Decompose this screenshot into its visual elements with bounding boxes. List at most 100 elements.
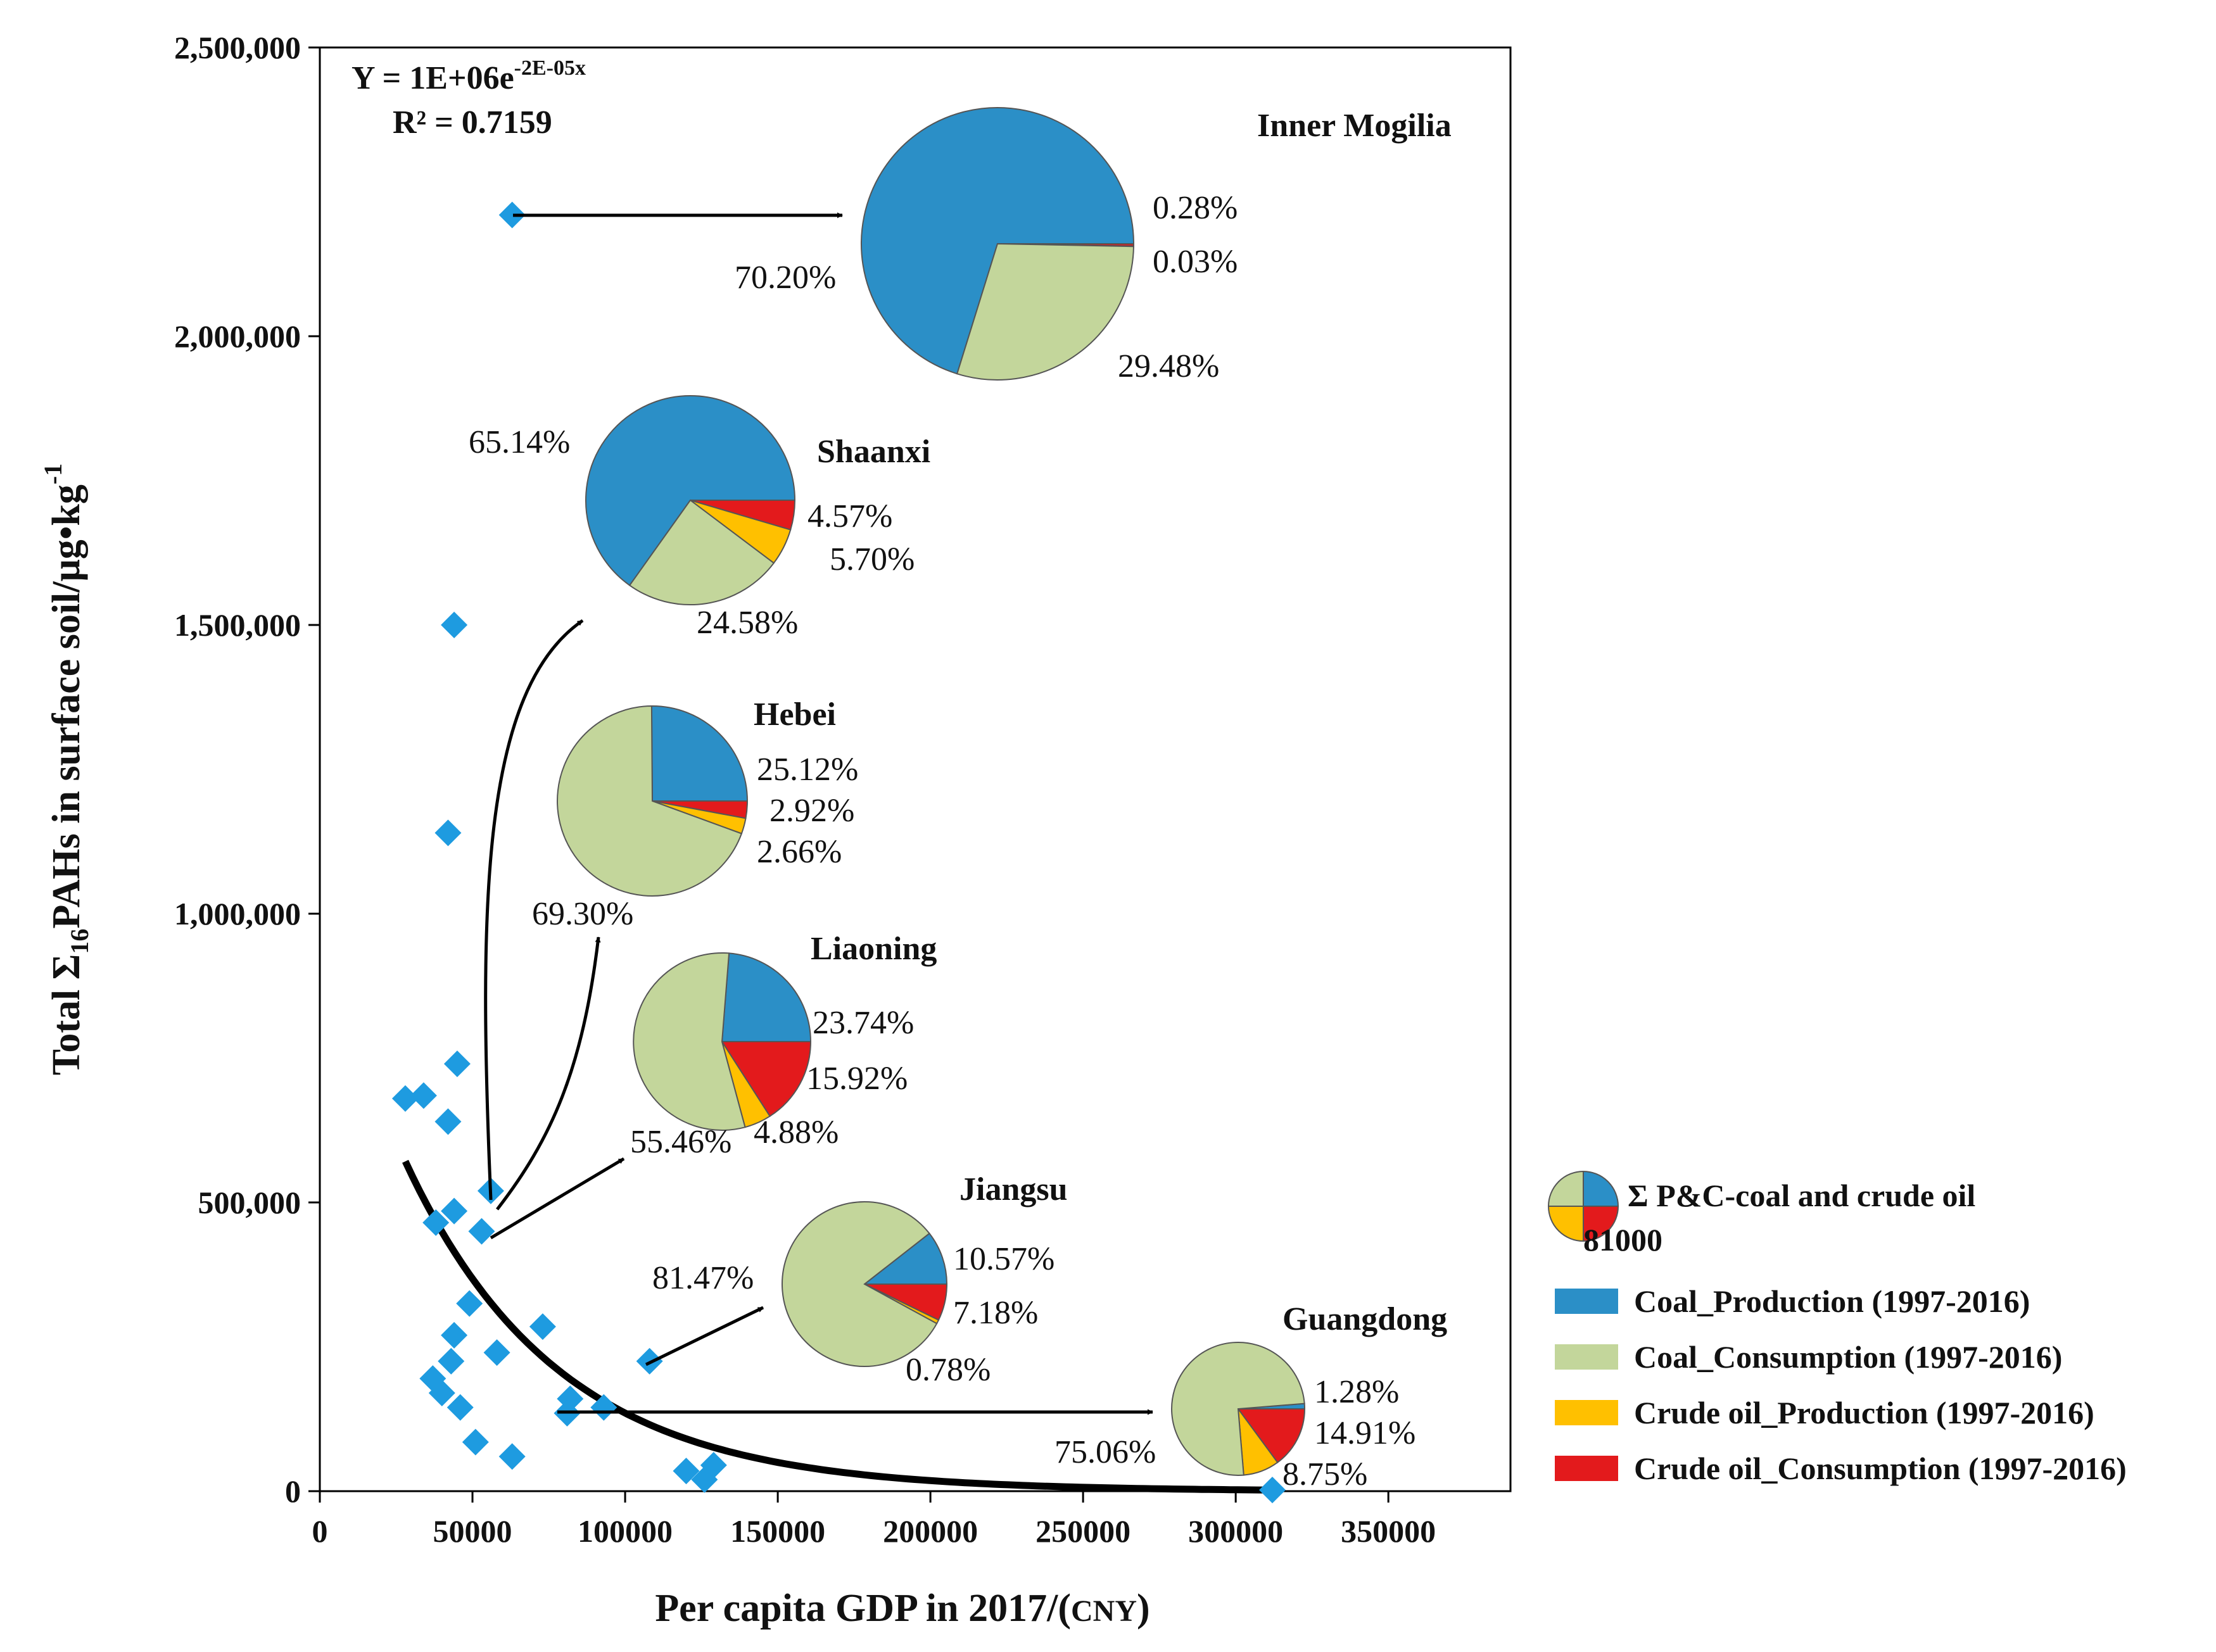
pie-slice: [721, 1041, 812, 1118]
x-axis-title: Per capita GDP in 2017/(CNY): [655, 1587, 1149, 1630]
y-tick-label: 500,000: [198, 1185, 301, 1220]
pie-percent-label: 24.58%: [697, 605, 798, 641]
x-tick-label: 0: [312, 1513, 328, 1549]
pie-slice: [557, 705, 743, 897]
pie-hebei: Hebei 25.12% 69.30% 2.66% 2.92%: [532, 697, 858, 932]
x-tick-label: 150000: [730, 1513, 825, 1549]
data-point: [428, 1379, 455, 1406]
data-point: [434, 819, 462, 847]
pie-inner-mogilia: Inner Mogilia 70.20% 29.48% 0.03% 0.28%: [735, 107, 1452, 384]
data-point: [590, 1394, 617, 1421]
connector-arrow: [645, 1306, 764, 1366]
data-point: [529, 1313, 556, 1340]
legend-swatch: [1555, 1400, 1618, 1425]
pie-percent-label: 0.03%: [1153, 244, 1238, 280]
pie-percent-label: 15.92%: [806, 1061, 908, 1097]
data-point: [498, 201, 526, 229]
legend-label: Coal_Consumption (1997-2016): [1634, 1339, 2062, 1375]
x-tick-label: 50000: [433, 1513, 512, 1549]
pie-title: Shaanxi: [817, 434, 930, 470]
x-tick-label: 100000: [578, 1513, 673, 1549]
pie-percent-label: 4.88%: [754, 1114, 839, 1151]
plot-frame: [319, 46, 1512, 1492]
pie-title: Guangdong: [1282, 1301, 1447, 1337]
x-tick-label: 350000: [1341, 1513, 1436, 1549]
pie-slice: [628, 499, 775, 605]
pie-slice: [650, 705, 749, 802]
pie-title: Jiangsu: [959, 1171, 1068, 1207]
r-squared: R² = 0.7159: [393, 104, 552, 141]
pie-slice: [956, 243, 1135, 381]
legend-summary-icon-slice: [1547, 1206, 1584, 1242]
legend-label: Coal_Production (1997-2016): [1634, 1283, 2030, 1319]
connector-arrows: [484, 212, 1153, 1415]
legend-label: Crude oil_Consumption (1997-2016): [1634, 1451, 2127, 1486]
pie-slice: [633, 952, 746, 1131]
pie-percent-label: 2.92%: [769, 793, 854, 829]
data-point: [410, 1082, 437, 1109]
data-point: [483, 1339, 510, 1366]
pie-percent-label: 10.57%: [953, 1241, 1054, 1277]
pie-percent-label: 25.12%: [757, 752, 858, 788]
y-tick-label: 1,500,000: [174, 607, 301, 643]
legend-summary-line1: Σ P&C-coal and crude oil: [1628, 1178, 1975, 1213]
pie-percent-label: 0.78%: [906, 1352, 991, 1388]
data-point: [434, 1108, 462, 1135]
data-point: [441, 1197, 468, 1225]
fit-curve: [402, 1159, 1267, 1494]
pie-shaanxi: Shaanxi 65.14% 24.58% 5.70% 4.57%: [469, 395, 930, 641]
pie-percent-label: 0.28%: [1153, 190, 1238, 226]
y-tick-label: 1,000,000: [174, 896, 301, 931]
legend: Σ P&C-coal and crude oil 81000 Coal_Produc…: [1547, 1170, 2127, 1486]
connector-arrow: [490, 1157, 625, 1240]
pie-slice: [721, 952, 812, 1042]
pie-slice: [1171, 1342, 1305, 1476]
x-tick-label: 300000: [1188, 1513, 1283, 1549]
connector-arrow: [484, 619, 584, 1201]
pie-percent-label: 1.28%: [1314, 1374, 1399, 1410]
pie-charts: Inner Mogilia 70.20% 29.48% 0.03% 0.28% Shaan…: [469, 107, 1452, 1492]
pie-title: Inner Mogilia: [1257, 108, 1452, 144]
y-tick-label: 2,500,000: [174, 30, 301, 65]
legend-summary-icon-slice: [1547, 1170, 1584, 1207]
pie-percent-label: 29.48%: [1118, 348, 1219, 384]
legend-swatch: [1555, 1289, 1618, 1314]
legend-summary-line2: 81000: [1583, 1222, 1662, 1258]
y-axis-title: Total Σ16PAHs in surface soil/μg•kg-1: [39, 463, 94, 1075]
legend-summary-icon-slice: [1583, 1206, 1619, 1242]
pie-slice: [585, 395, 796, 586]
pie-percent-label: 2.66%: [757, 834, 842, 870]
y-tick-label: 0: [285, 1473, 301, 1509]
data-point: [438, 1347, 465, 1375]
pie-slice: [782, 1201, 938, 1367]
pie-percent-label: 65.14%: [469, 424, 570, 460]
legend-summary-icon-slice: [1583, 1170, 1619, 1207]
pie-percent-label: 70.20%: [735, 260, 836, 296]
data-point: [391, 1085, 419, 1112]
x-tick-label: 200000: [883, 1513, 978, 1549]
data-point: [691, 1466, 718, 1493]
data-point: [456, 1290, 483, 1317]
y-tick-label: 2,000,000: [174, 318, 301, 354]
pie-percent-label: 81.47%: [652, 1260, 754, 1296]
connector-arrow: [496, 936, 601, 1211]
legend-swatch: [1555, 1456, 1618, 1481]
data-point: [441, 1321, 468, 1349]
pie-percent-label: 7.18%: [953, 1295, 1038, 1331]
pie-percent-label: 5.70%: [830, 541, 915, 577]
data-point: [462, 1428, 489, 1456]
fit-equation: Y = 1E+06e-2E-05x: [351, 56, 586, 96]
data-point: [441, 612, 468, 638]
pie-slice: [861, 107, 1135, 375]
pie-percent-label: 8.75%: [1282, 1456, 1367, 1492]
pie-percent-label: 14.91%: [1314, 1415, 1415, 1451]
pie-jiangsu: Jiangsu 10.57% 81.47% 0.78% 7.18%: [652, 1171, 1068, 1388]
data-point: [446, 1394, 474, 1421]
pie-percent-label: 23.74%: [813, 1005, 914, 1041]
pie-slice: [1237, 1408, 1306, 1463]
data-point: [468, 1218, 495, 1245]
pie-liaoning: Liaoning 23.74% 55.46% 4.88% 15.92%: [630, 931, 937, 1160]
pie-percent-label: 75.06%: [1054, 1434, 1156, 1470]
pie-percent-label: 69.30%: [532, 896, 633, 932]
